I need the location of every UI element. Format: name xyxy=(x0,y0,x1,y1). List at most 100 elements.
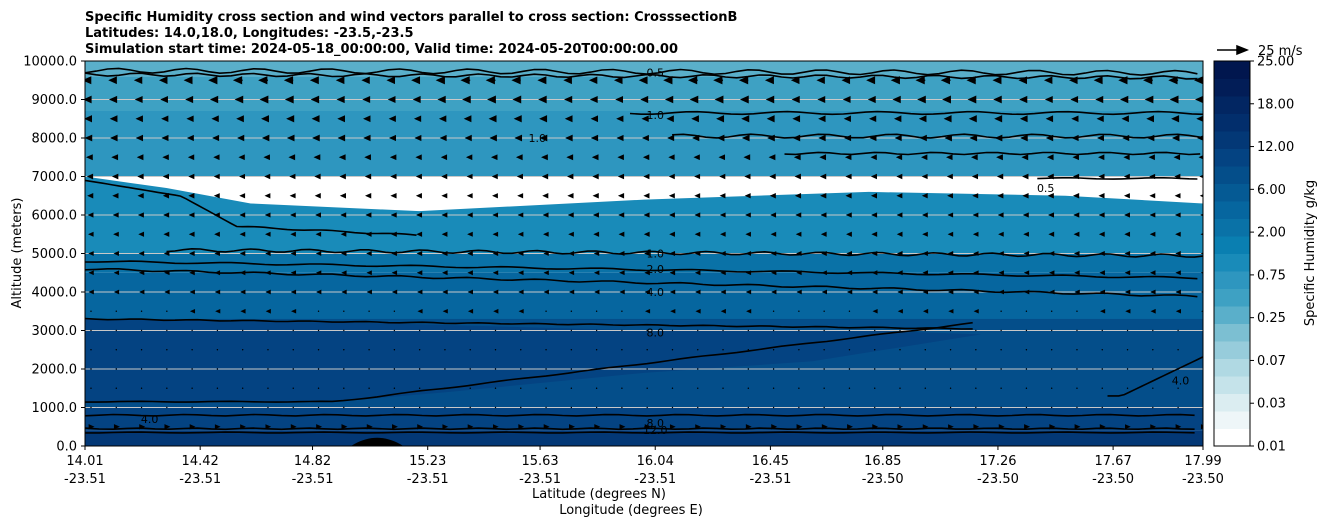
contour-label: 1.0 xyxy=(646,109,664,122)
wind-vector xyxy=(520,406,522,409)
wind-vector xyxy=(545,329,547,332)
wind-vector xyxy=(316,289,322,295)
wind-vector xyxy=(1045,115,1054,123)
wind-vector xyxy=(897,424,904,430)
wind-vector xyxy=(444,349,446,351)
wind-vector xyxy=(188,173,195,180)
wind-vector xyxy=(1076,349,1078,351)
wind-vector xyxy=(798,310,800,312)
wind-vector xyxy=(441,193,448,199)
wind-vector xyxy=(896,193,903,199)
wind-vector xyxy=(137,192,144,199)
x-tick-label-lon: -23.50 xyxy=(977,472,1019,487)
colorbar: 0.01 0.03 0.07 0.25 0.75 2.00 6.00 12.00 18.00 25… xyxy=(1213,55,1294,455)
wind-vector xyxy=(489,134,497,142)
wind-vector xyxy=(743,154,751,161)
wind-vector xyxy=(191,387,193,389)
wind-vector xyxy=(1125,308,1131,314)
wind-vector xyxy=(1168,76,1179,85)
wind-vector xyxy=(745,270,752,276)
wind-vector xyxy=(570,349,573,351)
wind-vector xyxy=(695,308,701,314)
wind-vector xyxy=(87,193,94,199)
wind-vector xyxy=(341,289,347,295)
wind-vector xyxy=(441,212,448,218)
wind-vector xyxy=(494,349,497,351)
wind-vector xyxy=(643,231,650,237)
wind-vector xyxy=(570,329,573,332)
wind-vector xyxy=(258,76,268,85)
wind-vector xyxy=(444,406,446,409)
wind-vector xyxy=(1044,95,1053,104)
wind-vector xyxy=(492,193,498,199)
wind-vector xyxy=(1098,231,1105,237)
wind-vector xyxy=(414,134,422,142)
wind-vector xyxy=(315,251,322,256)
wind-vector xyxy=(722,387,724,389)
wind-vector xyxy=(645,308,651,314)
wind-vector xyxy=(1100,308,1106,314)
wind-vector xyxy=(994,134,1003,142)
colorbar-frame xyxy=(1213,60,1251,447)
wind-vector xyxy=(719,173,726,180)
wind-vector xyxy=(1021,154,1029,161)
wind-vector xyxy=(971,173,979,180)
wind-vector xyxy=(139,289,145,295)
wind-vector xyxy=(646,368,648,370)
contour-line xyxy=(85,431,1195,434)
wind-vector xyxy=(389,154,397,161)
x-tick-label-lat: 16.85 xyxy=(864,454,901,469)
wind-vector xyxy=(772,329,775,332)
wind-vector xyxy=(566,154,574,161)
wind-vector xyxy=(717,134,725,142)
wind-vector xyxy=(191,406,193,409)
wind-vector xyxy=(1049,289,1055,295)
wind-vector xyxy=(1124,289,1131,295)
wind-vector xyxy=(109,115,118,123)
wind-vector xyxy=(1171,115,1180,123)
wind-vector xyxy=(697,349,699,351)
wind-vector xyxy=(315,231,322,237)
wind-vector xyxy=(1175,270,1181,276)
wind-vector xyxy=(998,270,1004,276)
wind-vector xyxy=(1175,424,1182,430)
wind-vector xyxy=(137,212,144,218)
colorbar-band xyxy=(1214,253,1250,272)
wind-vector xyxy=(997,212,1004,218)
wind-vector xyxy=(1152,368,1154,370)
wind-vector xyxy=(1072,173,1080,180)
wind-vector xyxy=(1096,115,1104,122)
wind-vector xyxy=(973,270,979,276)
wind-vector xyxy=(899,387,901,389)
wind-vector xyxy=(1025,368,1028,370)
wind-vector xyxy=(747,349,750,351)
wind-vector xyxy=(368,387,370,389)
wind-vector xyxy=(646,387,648,389)
wind-vector xyxy=(166,387,168,389)
wind-vector xyxy=(1149,212,1156,218)
wind-vector xyxy=(1126,406,1129,409)
wind-vector xyxy=(694,270,701,276)
wind-vector xyxy=(240,308,246,314)
wind-vector xyxy=(186,115,194,122)
wind-vector xyxy=(265,270,271,276)
colorbar-tick-label: 0.03 xyxy=(1257,397,1286,412)
wind-vector xyxy=(722,349,724,351)
wind-vector xyxy=(391,250,397,257)
wind-vector xyxy=(1076,310,1078,312)
humidity-band xyxy=(85,76,1203,112)
x-tick-label-lat: 17.26 xyxy=(979,454,1016,469)
wind-vector xyxy=(1173,154,1181,161)
wind-vector xyxy=(947,193,953,199)
wind-vector xyxy=(973,289,979,295)
wind-vector xyxy=(290,251,296,256)
wind-vector xyxy=(921,193,928,199)
wind-vector xyxy=(772,310,775,312)
wind-vector xyxy=(85,154,93,161)
wind-vector xyxy=(922,424,929,430)
wind-vector xyxy=(289,193,296,199)
humidity-band xyxy=(85,318,982,402)
wind-vector xyxy=(772,349,775,351)
wind-vector xyxy=(616,115,624,122)
wind-vector xyxy=(594,270,600,276)
